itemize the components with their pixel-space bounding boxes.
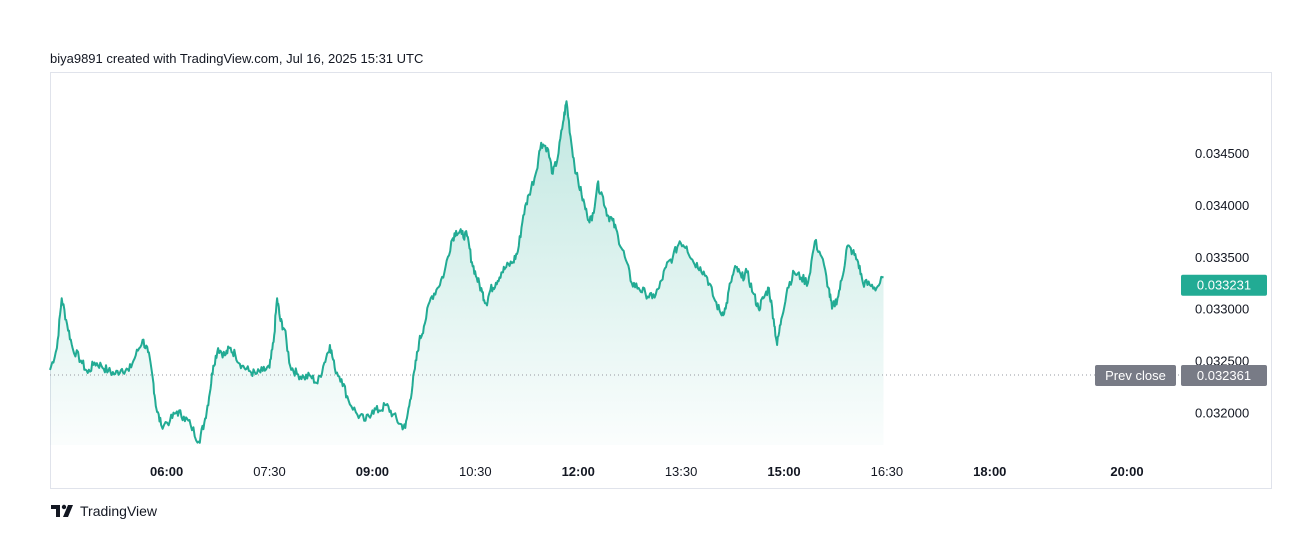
x-tick-label: 18:00 [973, 464, 1006, 479]
y-tick-label: 0.032000 [1195, 405, 1249, 420]
last-price-badge [1181, 274, 1267, 296]
chart-caption: biya9891 created with TradingView.com, J… [50, 51, 424, 66]
x-tick-label: 10:30 [459, 464, 492, 479]
x-tick-label: 15:00 [767, 464, 800, 479]
y-tick-label: 0.034000 [1195, 198, 1249, 213]
price-line [49, 100, 884, 444]
prev-close-value: 0.032361 [1197, 368, 1251, 383]
brand-name: TradingView [80, 503, 158, 519]
y-tick-label: 0.034500 [1195, 146, 1249, 161]
y-tick-label: 0.033000 [1195, 302, 1249, 317]
prev-close-badge [1181, 364, 1267, 386]
prev-close-text: Prev close [1105, 368, 1166, 383]
price-area-fill [50, 101, 884, 445]
x-tick-label: 12:00 [562, 464, 595, 479]
last-price-label: 0.033231 [1197, 278, 1251, 293]
prev-close-tag [1095, 364, 1176, 386]
x-tick-label: 07:30 [253, 464, 286, 479]
x-tick-label: 20:00 [1110, 464, 1143, 479]
y-tick-label: 0.033500 [1195, 250, 1249, 265]
y-tick-label: 0.032500 [1195, 354, 1249, 369]
footer: TradingView [50, 503, 157, 519]
tradingview-logo-icon [51, 504, 73, 517]
x-tick-label: 06:00 [150, 464, 183, 479]
x-tick-label: 16:30 [871, 464, 904, 479]
x-tick-label: 09:00 [356, 464, 389, 479]
x-tick-label: 13:30 [665, 464, 698, 479]
chart-frame [50, 72, 1272, 489]
